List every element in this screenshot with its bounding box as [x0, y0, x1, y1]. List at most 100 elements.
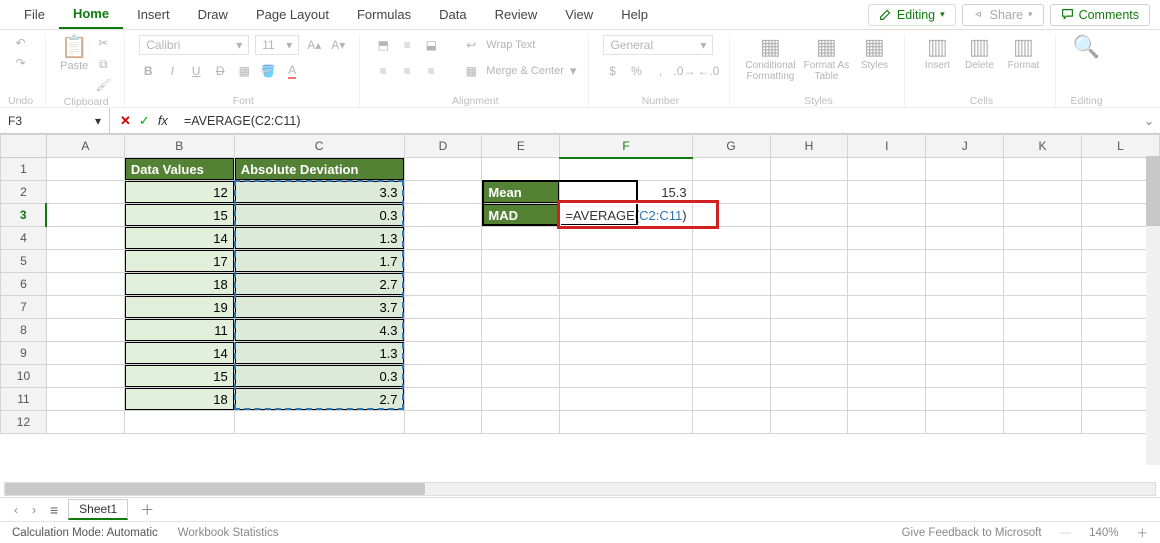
horizontal-scrollbar[interactable] — [0, 481, 1160, 497]
cell-H6[interactable] — [770, 273, 848, 296]
tab-home[interactable]: Home — [59, 0, 123, 29]
cell-K3[interactable] — [1004, 204, 1082, 227]
find-icon[interactable]: 🔍 — [1073, 34, 1100, 60]
cell-A3[interactable] — [46, 204, 124, 227]
cell-H7[interactable] — [770, 296, 848, 319]
fill-color-button[interactable]: 🪣 — [259, 62, 277, 80]
cell-K1[interactable] — [1004, 158, 1082, 181]
cell-A12[interactable] — [46, 411, 124, 434]
cell-B2[interactable]: 12 — [124, 181, 234, 204]
cell-J6[interactable] — [926, 273, 1004, 296]
accept-formula-icon[interactable]: ✓ — [139, 113, 150, 129]
cell-I8[interactable] — [848, 319, 926, 342]
redo-icon[interactable]: ↷ — [12, 54, 30, 72]
cell-B8[interactable]: 11 — [124, 319, 234, 342]
cell-I1[interactable] — [848, 158, 926, 181]
col-header-J[interactable]: J — [926, 135, 1004, 158]
col-header-C[interactable]: C — [234, 135, 404, 158]
strike-button[interactable]: D — [211, 62, 229, 80]
number-format-select[interactable]: General▾ — [603, 35, 713, 55]
align-center-icon[interactable]: ≡ — [398, 62, 416, 80]
cell-A11[interactable] — [46, 388, 124, 411]
fmt-table-label[interactable]: Format As Table — [802, 60, 850, 82]
cell-J11[interactable] — [926, 388, 1004, 411]
cell-A6[interactable] — [46, 273, 124, 296]
cell-E12[interactable] — [482, 411, 560, 434]
cell-D12[interactable] — [404, 411, 482, 434]
fx-icon[interactable]: fx — [158, 113, 168, 128]
cell-G11[interactable] — [692, 388, 770, 411]
bold-button[interactable]: B — [139, 62, 157, 80]
cell-H1[interactable] — [770, 158, 848, 181]
cell-J5[interactable] — [926, 250, 1004, 273]
tab-file[interactable]: File — [10, 1, 59, 28]
tab-help[interactable]: Help — [607, 1, 662, 28]
cell-F2[interactable]: 15.3 — [560, 181, 692, 204]
underline-button[interactable]: U — [187, 62, 205, 80]
font-name-select[interactable]: Calibri▾ — [139, 35, 249, 55]
delete-cells-label[interactable]: Delete — [965, 60, 994, 71]
format-painter-icon[interactable]: 🖌 — [94, 76, 112, 94]
cell-F7[interactable] — [560, 296, 692, 319]
cell-G7[interactable] — [692, 296, 770, 319]
cell-E10[interactable] — [482, 365, 560, 388]
row-header-3[interactable]: 3 — [1, 204, 47, 227]
align-top-icon[interactable]: ⬒ — [374, 36, 392, 54]
cell-G4[interactable] — [692, 227, 770, 250]
row-header-5[interactable]: 5 — [1, 250, 47, 273]
cell-D2[interactable] — [404, 181, 482, 204]
dec-decimal-icon[interactable]: ←.0 — [699, 62, 717, 80]
cancel-formula-icon[interactable]: ✕ — [120, 113, 131, 129]
cell-E8[interactable] — [482, 319, 560, 342]
cell-B12[interactable] — [124, 411, 234, 434]
sheet-nav-next-icon[interactable]: › — [28, 503, 40, 517]
expand-formula-bar-icon[interactable]: ⌄ — [1138, 113, 1160, 129]
cell-C9[interactable]: 1.3 — [234, 342, 404, 365]
cell-J7[interactable] — [926, 296, 1004, 319]
cell-F10[interactable] — [560, 365, 692, 388]
col-header-L[interactable]: L — [1082, 135, 1160, 158]
copy-icon[interactable]: ⧉ — [94, 55, 112, 73]
col-header-A[interactable]: A — [46, 135, 124, 158]
col-header-E[interactable]: E — [482, 135, 560, 158]
cell-G6[interactable] — [692, 273, 770, 296]
cell-K11[interactable] — [1004, 388, 1082, 411]
tab-view[interactable]: View — [551, 1, 607, 28]
format-cells-label[interactable]: Format — [1008, 60, 1040, 71]
sheet-tab-active[interactable]: Sheet1 — [68, 499, 128, 520]
cell-K8[interactable] — [1004, 319, 1082, 342]
cell-I4[interactable] — [848, 227, 926, 250]
col-header-F[interactable]: F — [560, 135, 692, 158]
cell-H2[interactable] — [770, 181, 848, 204]
cell-D4[interactable] — [404, 227, 482, 250]
undo-icon[interactable]: ↶ — [12, 34, 30, 52]
paste-icon[interactable]: 📋 — [60, 34, 87, 60]
cell-H12[interactable] — [770, 411, 848, 434]
cell-F5[interactable] — [560, 250, 692, 273]
tab-formulas[interactable]: Formulas — [343, 1, 425, 28]
cell-K2[interactable] — [1004, 181, 1082, 204]
cell-J1[interactable] — [926, 158, 1004, 181]
font-color-button[interactable]: A — [283, 62, 301, 80]
vertical-scrollbar[interactable] — [1146, 156, 1160, 465]
cell-I3[interactable] — [848, 204, 926, 227]
share-button[interactable]: Share ▾ — [962, 4, 1044, 26]
cell-F8[interactable] — [560, 319, 692, 342]
cell-B3[interactable]: 15 — [124, 204, 234, 227]
cell-J10[interactable] — [926, 365, 1004, 388]
cell-A2[interactable] — [46, 181, 124, 204]
cell-B5[interactable]: 17 — [124, 250, 234, 273]
tab-data[interactable]: Data — [425, 1, 480, 28]
cell-A8[interactable] — [46, 319, 124, 342]
format-as-table-icon[interactable]: ▦ — [816, 34, 837, 60]
cell-D6[interactable] — [404, 273, 482, 296]
zoom-in-icon[interactable]: ＋ — [1137, 525, 1149, 541]
border-button[interactable]: ▦ — [235, 62, 253, 80]
format-cells-icon[interactable]: ▥ — [1013, 34, 1034, 60]
cell-I12[interactable] — [848, 411, 926, 434]
insert-cells-icon[interactable]: ▥ — [927, 34, 948, 60]
align-bottom-icon[interactable]: ⬓ — [422, 36, 440, 54]
cell-F1[interactable] — [560, 158, 692, 181]
cell-E7[interactable] — [482, 296, 560, 319]
cell-J4[interactable] — [926, 227, 1004, 250]
